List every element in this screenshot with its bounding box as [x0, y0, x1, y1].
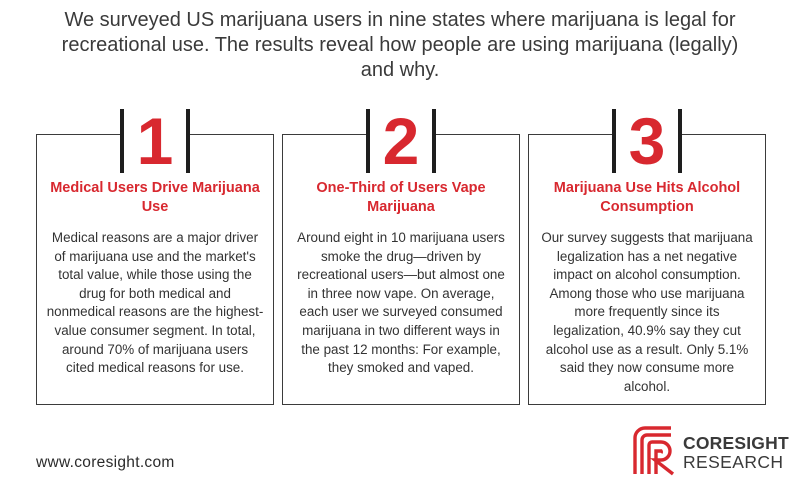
- card-number: 1: [136, 104, 174, 178]
- card-body: Medical reasons are a major driver of ma…: [46, 230, 264, 376]
- card-title: One-Third of Users Vape Marijuana: [316, 180, 486, 215]
- card-title: Medical Users Drive Marijuana Use: [50, 180, 260, 215]
- logo-wordmark-bottom: RESEARCH: [683, 452, 784, 472]
- number-badge: 2: [366, 104, 436, 178]
- website-link[interactable]: www.coresight.com: [36, 454, 175, 471]
- card-body: Around eight in 10 marijuana users smoke…: [297, 230, 505, 376]
- card-number: 3: [628, 104, 666, 178]
- finding-card-2: 2 One-Third of Users Vape Marijuana Arou…: [282, 108, 520, 405]
- card-title: Marijuana Use Hits Alcohol Consumption: [553, 180, 741, 215]
- card-body: Our survey suggests that marijuana legal…: [541, 230, 753, 394]
- number-badge: 3: [612, 104, 682, 178]
- number-badge: 1: [120, 104, 190, 178]
- card-number: 2: [382, 104, 420, 178]
- logo-wordmark-top: CORESIGHT: [683, 433, 789, 453]
- finding-card-1: 1 Medical Users Drive Marijuana Use Medi…: [36, 108, 274, 405]
- coresight-c-mark-icon: [633, 426, 675, 476]
- intro-text: We surveyed US marijuana users in nine s…: [61, 9, 739, 81]
- finding-card-3: 3 Marijuana Use Hits Alcohol Consumption…: [528, 108, 766, 405]
- coresight-logo: CORESIGHT RESEARCH: [631, 422, 789, 478]
